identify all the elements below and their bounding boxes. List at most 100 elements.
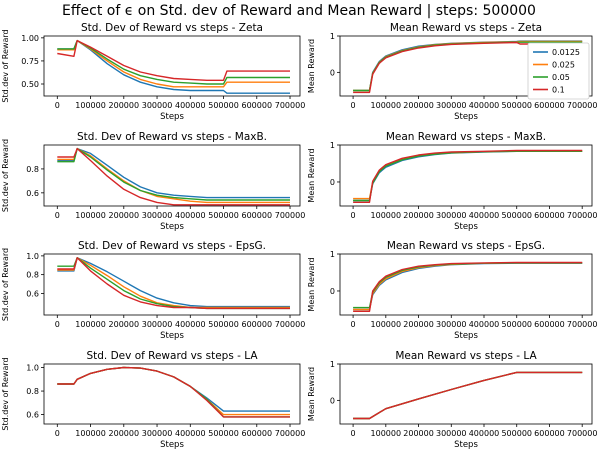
x-tick-label: 0 xyxy=(55,211,60,220)
x-tick-label: 100000 xyxy=(75,320,106,329)
y-tick-label: 0 xyxy=(330,68,335,77)
x-tick-label: 300000 xyxy=(142,211,173,220)
series-line-0.0125 xyxy=(57,366,290,412)
x-tick-label: 200000 xyxy=(109,320,140,329)
y-tick-label: 1 xyxy=(330,360,335,369)
plot-frame xyxy=(339,35,593,97)
x-axis-label: Steps xyxy=(454,331,478,341)
y-tick-label: 1 xyxy=(330,250,335,259)
y-axis-label: Mean Reward xyxy=(307,367,316,421)
chart-title: Std. Dev of Reward vs steps - EpsG. xyxy=(78,240,266,252)
x-tick-label: 400000 xyxy=(469,211,500,220)
x-tick-label: 400000 xyxy=(469,320,500,329)
x-tick-label: 500000 xyxy=(208,429,239,438)
x-tick-label: 0 xyxy=(351,429,356,438)
plot-frame xyxy=(339,363,593,425)
chart-panel-2: Mean Reward vs steps - Zeta 0 100000 200000… xyxy=(307,22,597,122)
x-tick-label: 300000 xyxy=(436,101,467,110)
plot-frame xyxy=(43,35,301,97)
series-line-0.1 xyxy=(353,149,583,204)
series-line-0.025 xyxy=(57,257,290,309)
x-tick-label: 500000 xyxy=(501,320,532,329)
x-tick-label: 600000 xyxy=(534,101,565,110)
x-tick-label: 100000 xyxy=(371,320,402,329)
x-tick-label: 200000 xyxy=(109,429,140,438)
x-tick-label: 400000 xyxy=(175,101,206,110)
plot-frame xyxy=(43,253,301,316)
chart-panel-6: Mean Reward vs steps - EpsG. 0 100000 20000… xyxy=(307,240,597,341)
series-line-0.1 xyxy=(57,147,290,206)
series-line-0.0125 xyxy=(353,150,583,202)
series-line-0.1 xyxy=(353,261,583,312)
x-tick-label: 0 xyxy=(55,101,60,110)
y-tick-label: 0.6 xyxy=(26,189,39,198)
x-tick-label: 200000 xyxy=(403,211,434,220)
y-axis-label: Mean Reward xyxy=(307,148,316,202)
x-tick-label: 200000 xyxy=(109,211,140,220)
chart-title: Std. Dev of Reward vs steps - Zeta xyxy=(81,22,263,34)
y-axis-label: Std.dev of Reward xyxy=(1,29,10,102)
series-line-0.05 xyxy=(353,262,583,309)
x-tick-label: 0 xyxy=(351,101,356,110)
x-tick-label: 700000 xyxy=(275,101,306,110)
x-tick-label: 500000 xyxy=(501,211,532,220)
series-line-0.05 xyxy=(353,371,583,420)
series-line-0.1 xyxy=(353,371,583,420)
x-tick-label: 0 xyxy=(55,320,60,329)
y-tick-label: 0.8 xyxy=(26,165,39,174)
plot-frame xyxy=(43,363,301,425)
series-line-0.1 xyxy=(57,39,290,82)
x-tick-label: 600000 xyxy=(242,429,273,438)
series-line-0.0125 xyxy=(353,371,583,420)
chart-title: Mean Reward vs steps - EpsG. xyxy=(387,240,545,252)
chart-panel-4: Mean Reward vs steps - MaxB. 0 100000 20000… xyxy=(307,131,597,232)
x-tick-label: 700000 xyxy=(567,211,598,220)
x-tick-label: 700000 xyxy=(567,320,598,329)
series-line-0.05 xyxy=(353,150,583,202)
x-tick-label: 500000 xyxy=(208,101,239,110)
x-axis-label: Steps xyxy=(454,112,478,122)
x-tick-label: 600000 xyxy=(242,320,273,329)
x-tick-label: 600000 xyxy=(242,101,273,110)
x-tick-label: 0 xyxy=(351,320,356,329)
legend-box xyxy=(527,42,590,100)
x-tick-label: 100000 xyxy=(75,101,106,110)
x-tick-label: 300000 xyxy=(142,320,173,329)
series-line-0.1 xyxy=(57,257,290,310)
y-tick-label: 0 xyxy=(330,287,335,296)
x-tick-label: 200000 xyxy=(403,101,434,110)
x-tick-label: 400000 xyxy=(175,320,206,329)
x-tick-label: 100000 xyxy=(371,211,402,220)
chart-title: Mean Reward vs steps - Zeta xyxy=(390,22,542,34)
y-tick-label: 0 xyxy=(330,396,335,405)
x-tick-label: 0 xyxy=(55,429,60,438)
x-tick-label: 500000 xyxy=(501,101,532,110)
chart-panel-7: Std. Dev of Reward vs steps - LA 0 100000 2… xyxy=(1,350,305,449)
y-axis-label: Std.dev of Reward xyxy=(1,248,10,321)
series-line-0.0125 xyxy=(353,262,583,311)
x-tick-label: 700000 xyxy=(567,101,598,110)
x-tick-label: 700000 xyxy=(275,320,306,329)
x-tick-label: 700000 xyxy=(567,429,598,438)
x-tick-label: 400000 xyxy=(469,101,500,110)
series-line-0.05 xyxy=(57,39,290,85)
x-tick-label: 0 xyxy=(351,211,356,220)
x-tick-label: 500000 xyxy=(501,429,532,438)
y-tick-label: 0 xyxy=(330,178,335,187)
legend: 0.0125 0.025 0.05 0.1 xyxy=(527,42,590,100)
y-tick-label: 1.0 xyxy=(26,252,39,261)
series-line-0.05 xyxy=(57,257,290,310)
x-tick-label: 300000 xyxy=(142,101,173,110)
y-axis-label: Std.dev of Reward xyxy=(1,357,10,430)
x-tick-label: 100000 xyxy=(371,429,402,438)
chart-panel-1: Std. Dev of Reward vs steps - Zeta 0 10000… xyxy=(1,22,305,122)
x-tick-label: 100000 xyxy=(75,429,106,438)
y-tick-label: 0.8 xyxy=(26,271,39,280)
y-axis-label: Std.dev of Reward xyxy=(1,139,10,212)
series-line-0.025 xyxy=(57,366,290,416)
x-tick-label: 400000 xyxy=(175,211,206,220)
x-tick-label: 200000 xyxy=(403,320,434,329)
x-tick-label: 500000 xyxy=(208,320,239,329)
plot-frame xyxy=(339,144,593,207)
x-tick-label: 600000 xyxy=(534,429,565,438)
